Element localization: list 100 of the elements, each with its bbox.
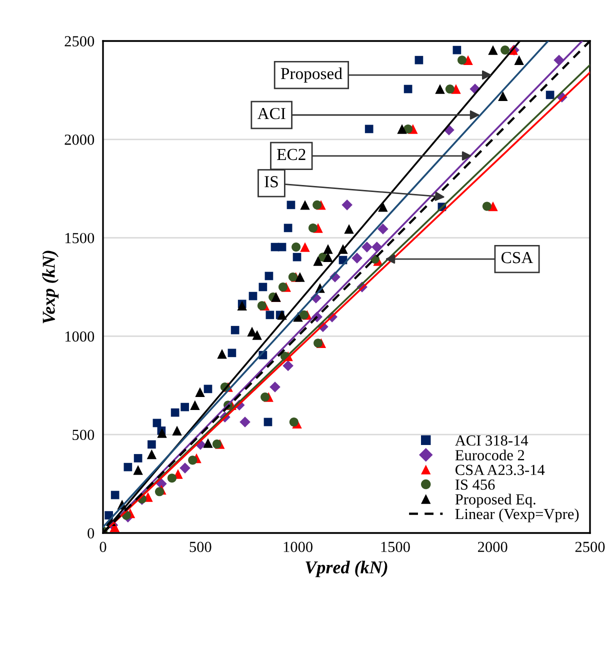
point xyxy=(237,300,247,311)
point xyxy=(277,310,287,320)
point xyxy=(498,91,508,101)
legend-label: CSA A23.3-14 xyxy=(456,464,545,476)
annotation: ACI xyxy=(257,108,286,120)
point xyxy=(264,272,274,280)
annotation: CSA xyxy=(501,252,534,264)
point xyxy=(452,46,462,54)
y-tick-label: 0 xyxy=(88,528,94,538)
point xyxy=(445,84,454,94)
point xyxy=(170,408,180,417)
point xyxy=(257,301,266,310)
point xyxy=(300,310,309,320)
point xyxy=(203,438,213,448)
point xyxy=(313,256,323,266)
point xyxy=(414,56,424,64)
legend-label: Eurocode 2 xyxy=(455,450,524,460)
point xyxy=(482,202,492,211)
legend-label: Linear (Vexp=Vpre) xyxy=(455,508,579,522)
point xyxy=(264,418,272,426)
point xyxy=(270,382,280,392)
point xyxy=(295,272,305,282)
point xyxy=(172,426,182,436)
annotation: Proposed xyxy=(280,67,342,83)
point xyxy=(300,200,310,210)
point xyxy=(148,440,156,449)
point xyxy=(342,200,352,210)
point xyxy=(546,90,554,100)
point xyxy=(364,124,374,134)
point xyxy=(204,384,212,394)
point xyxy=(278,282,288,292)
point xyxy=(124,462,132,472)
annotation: IS xyxy=(264,176,278,188)
point xyxy=(230,326,240,334)
point xyxy=(180,462,190,474)
x-tick-label: 2000 xyxy=(478,542,508,552)
point xyxy=(217,349,227,359)
legend-label: ACI 318-14 xyxy=(455,435,528,446)
x-tick-label: 1500 xyxy=(381,542,410,552)
point xyxy=(288,272,298,282)
point xyxy=(282,360,294,372)
point xyxy=(488,45,498,55)
point xyxy=(240,416,250,428)
point xyxy=(314,338,323,348)
point xyxy=(146,449,157,460)
point xyxy=(110,490,120,500)
point xyxy=(284,224,292,232)
point xyxy=(286,200,296,210)
point xyxy=(292,242,301,252)
point xyxy=(292,252,302,262)
point xyxy=(133,465,143,475)
point xyxy=(258,282,268,292)
point xyxy=(378,202,388,212)
point xyxy=(195,387,205,397)
point xyxy=(157,428,167,438)
x-tick-label: 2500 xyxy=(575,542,605,552)
point xyxy=(180,402,189,412)
point xyxy=(154,487,164,496)
point xyxy=(362,242,372,252)
x-axis-title: Vpred (kN) xyxy=(306,560,388,578)
x-tick-label: 0 xyxy=(100,542,106,552)
point xyxy=(514,55,524,65)
y-tick-label: 1000 xyxy=(65,331,94,342)
point xyxy=(397,124,407,134)
y-axis-title: Vexp (kN) xyxy=(42,250,59,324)
point xyxy=(435,84,445,94)
point xyxy=(344,224,354,234)
point xyxy=(260,392,270,402)
point xyxy=(167,474,176,483)
point xyxy=(289,417,298,427)
point xyxy=(188,456,198,465)
point xyxy=(110,522,120,532)
annotation: EC2 xyxy=(277,148,306,160)
x-tick-label: 500 xyxy=(190,542,212,552)
y-tick-label: 500 xyxy=(72,430,94,440)
point xyxy=(500,46,510,55)
point xyxy=(248,292,258,300)
point xyxy=(134,454,142,462)
point xyxy=(323,252,333,262)
point xyxy=(352,252,362,264)
point xyxy=(228,348,236,358)
legend-label: Proposed Eq. xyxy=(455,494,536,508)
point xyxy=(404,84,412,94)
x-tick-label: 1000 xyxy=(284,542,312,552)
point xyxy=(190,400,200,410)
y-tick-label: 1500 xyxy=(65,232,94,244)
point xyxy=(323,244,333,254)
point xyxy=(300,242,310,252)
point xyxy=(212,440,222,449)
legend-label: IS 456 xyxy=(455,480,495,490)
y-tick-label: 2500 xyxy=(64,36,94,46)
point xyxy=(458,56,467,65)
point xyxy=(312,200,322,210)
point xyxy=(378,224,388,234)
point xyxy=(152,418,162,428)
point xyxy=(252,330,262,340)
point xyxy=(308,223,318,232)
point xyxy=(266,310,274,320)
y-tick-label: 2000 xyxy=(64,134,94,145)
point xyxy=(278,242,286,252)
